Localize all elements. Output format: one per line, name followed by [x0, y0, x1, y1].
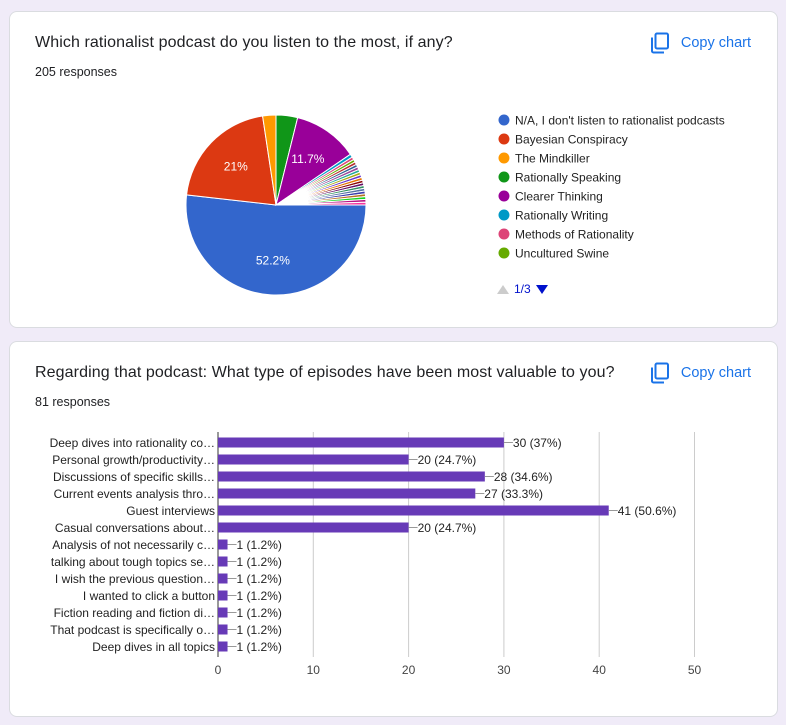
x-tick-label: 20	[402, 663, 416, 677]
bar[interactable]	[218, 641, 228, 652]
category-label: Casual conversations about…	[55, 521, 215, 535]
data-label: 1 (1.2%)	[237, 538, 282, 552]
category-label: Discussions of specific skills…	[53, 470, 215, 484]
bar-chart: Deep dives into rationality co… Personal …	[50, 432, 702, 677]
question-card-podcast: Which rationalist podcast do you listen …	[9, 11, 778, 328]
legend-label: Bayesian Conspiracy	[515, 133, 628, 147]
bar[interactable]	[218, 437, 504, 448]
data-label: 28 (34.6%)	[494, 470, 553, 484]
bar[interactable]	[218, 556, 228, 567]
category-label: Fiction reading and fiction di…	[54, 606, 215, 620]
legend-item[interactable]: Methods of Rationality	[498, 228, 634, 242]
response-count: 205 responses	[35, 65, 118, 79]
data-label: 30 (37%)	[513, 436, 562, 450]
legend-item[interactable]: Uncultured Swine	[498, 247, 610, 261]
legend-label: Methods of Rationality	[515, 228, 634, 242]
category-label: Analysis of not necessarily c…	[52, 538, 215, 552]
legend-swatch	[498, 152, 510, 164]
data-label: 27 (33.3%)	[484, 487, 543, 501]
x-tick-label: 0	[215, 663, 222, 677]
question-title: Regarding that podcast: What type of epi…	[35, 364, 615, 381]
bar[interactable]	[218, 573, 228, 584]
pie-slice[interactable]	[185, 194, 367, 296]
question-title: Which rationalist podcast do you listen …	[35, 34, 453, 51]
bar[interactable]	[218, 590, 228, 601]
x-tick-label: 50	[688, 663, 702, 677]
bar[interactable]	[218, 624, 228, 635]
category-label: Current events analysis thro…	[54, 487, 215, 501]
category-label: talking about tough topics se…	[51, 555, 215, 569]
legend-label: Uncultured Swine	[515, 247, 609, 261]
question-card-episodes: Regarding that podcast: What type of epi…	[9, 341, 778, 717]
legend-next-page-icon[interactable]	[536, 285, 548, 294]
legend-prev-page-icon[interactable]	[497, 285, 509, 294]
legend-swatch	[498, 171, 510, 183]
pie-slice[interactable]	[186, 115, 277, 206]
data-label: 1 (1.2%)	[237, 623, 282, 637]
bar[interactable]	[218, 488, 476, 499]
legend-item[interactable]: Rationally Speaking	[498, 171, 622, 185]
x-tick-label: 40	[593, 663, 607, 677]
legend-label: Rationally Writing	[515, 209, 608, 223]
response-count: 81 responses	[35, 395, 111, 409]
pie-slice-label: 52.2%	[256, 254, 290, 268]
copy-chart-button[interactable]: Copy chart	[650, 362, 751, 384]
legend-label: Rationally Speaking	[515, 171, 621, 185]
legend-swatch	[498, 247, 510, 259]
legend-item[interactable]: N/A, I don't listen to rationalist podca…	[498, 114, 725, 128]
pie-chart: 52.2% 21% 11.7% N/A, I don't listen to rat…	[185, 114, 725, 296]
category-label: Deep dives into rationality co…	[50, 436, 215, 450]
data-label: 20 (24.7%)	[418, 521, 477, 535]
category-label: Deep dives in all topics	[92, 640, 215, 654]
data-label: 1 (1.2%)	[237, 640, 282, 654]
category-label: Guest interviews	[126, 504, 215, 518]
pie-slice[interactable]	[275, 201, 367, 206]
bar[interactable]	[218, 539, 228, 550]
bar[interactable]	[218, 454, 409, 465]
legend-swatch	[498, 114, 510, 126]
pie-slice-label: 11.7%	[291, 152, 324, 166]
category-label: I wish the previous question…	[55, 572, 215, 586]
data-label: 41 (50.6%)	[618, 504, 677, 518]
legend-item[interactable]: Rationally Writing	[498, 209, 609, 223]
bar[interactable]	[218, 471, 485, 482]
pie-slice[interactable]	[275, 117, 352, 207]
legend-page-indicator: 1/3	[514, 282, 531, 296]
copy-chart-label: Copy chart	[680, 365, 751, 381]
legend-item[interactable]: Clearer Thinking	[498, 190, 603, 204]
data-label: 1 (1.2%)	[237, 572, 282, 586]
copy-chart-button[interactable]: Copy chart	[650, 32, 751, 54]
pie-slice-label: 21%	[224, 159, 248, 173]
category-label: That podcast is specifically o…	[50, 623, 215, 637]
legend-item[interactable]: Bayesian Conspiracy	[498, 133, 628, 147]
bar[interactable]	[218, 522, 409, 533]
category-label: I wanted to click a button	[83, 589, 215, 603]
legend-swatch	[498, 133, 510, 145]
legend-swatch	[498, 228, 510, 240]
bar[interactable]	[218, 505, 609, 516]
x-tick-label: 10	[307, 663, 321, 677]
legend-swatch	[498, 190, 510, 202]
legend-label: N/A, I don't listen to rationalist podca…	[515, 114, 725, 128]
x-tick-label: 30	[497, 663, 511, 677]
bar[interactable]	[218, 607, 228, 618]
copy-icon	[650, 32, 669, 54]
legend-label: The Mindkiller	[515, 152, 590, 166]
legend-item[interactable]: The Mindkiller	[498, 152, 590, 166]
data-label: 20 (24.7%)	[418, 453, 477, 467]
category-label: Personal growth/productivity…	[52, 453, 215, 467]
copy-chart-label: Copy chart	[680, 35, 751, 51]
data-label: 1 (1.2%)	[237, 589, 282, 603]
copy-icon	[650, 362, 669, 384]
data-label: 1 (1.2%)	[237, 606, 282, 620]
legend-swatch	[498, 209, 510, 221]
legend-label: Clearer Thinking	[515, 190, 603, 204]
data-label: 1 (1.2%)	[237, 555, 282, 569]
